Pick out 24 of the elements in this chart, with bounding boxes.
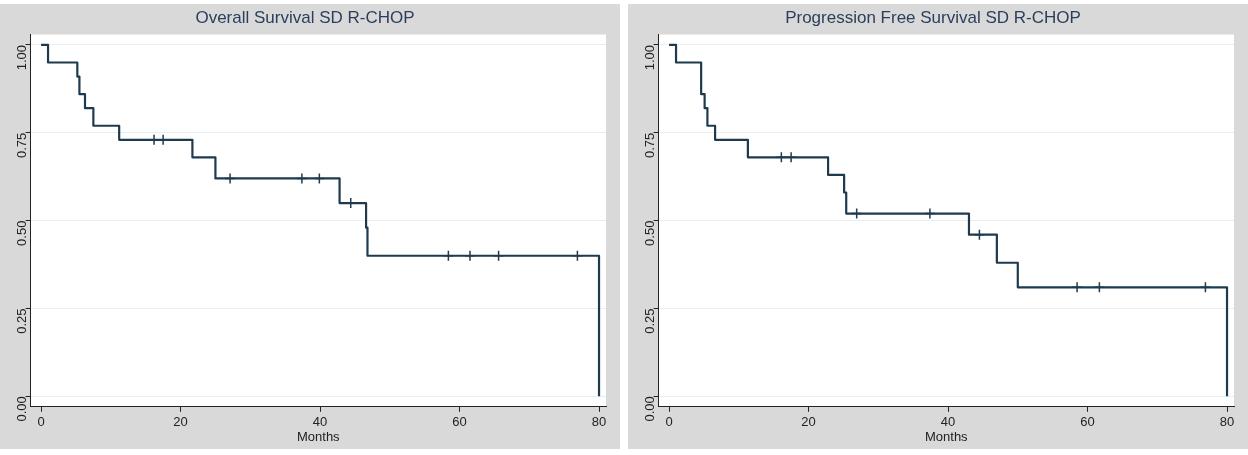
y-tick-label: 1.00 xyxy=(642,44,658,71)
y-tick-label: 0.75 xyxy=(14,132,30,159)
x-tick-label: 60 xyxy=(452,414,467,430)
x-axis-title: Months xyxy=(924,428,969,444)
x-tick-label: 0 xyxy=(37,414,45,430)
y-tick-label: 0.25 xyxy=(642,308,658,334)
y-tick-label: 0.50 xyxy=(14,220,30,246)
x-tick-label: 40 xyxy=(312,414,328,430)
y-tick-label: 0.75 xyxy=(642,132,658,159)
x-axis-title: Months xyxy=(296,428,341,444)
x-tick-label: 0 xyxy=(665,414,673,430)
x-tick-label: 20 xyxy=(173,414,188,430)
chart-title: Overall Survival SD R-CHOP xyxy=(195,7,415,27)
x-tick-label: 20 xyxy=(801,414,816,430)
x-tick-label: 40 xyxy=(940,414,956,430)
chart-title: Progression Free Survival SD R-CHOP xyxy=(785,7,1081,27)
y-tick-label: 0.50 xyxy=(642,220,658,246)
x-tick-label: 60 xyxy=(1080,414,1095,430)
x-tick-label: 80 xyxy=(1219,414,1235,430)
y-tick-label: 0.00 xyxy=(14,396,30,422)
y-tick-label: 0.00 xyxy=(642,396,658,422)
x-tick-label: 80 xyxy=(591,414,607,430)
y-tick-label: 1.00 xyxy=(14,44,30,71)
y-tick-label: 0.25 xyxy=(14,308,30,334)
